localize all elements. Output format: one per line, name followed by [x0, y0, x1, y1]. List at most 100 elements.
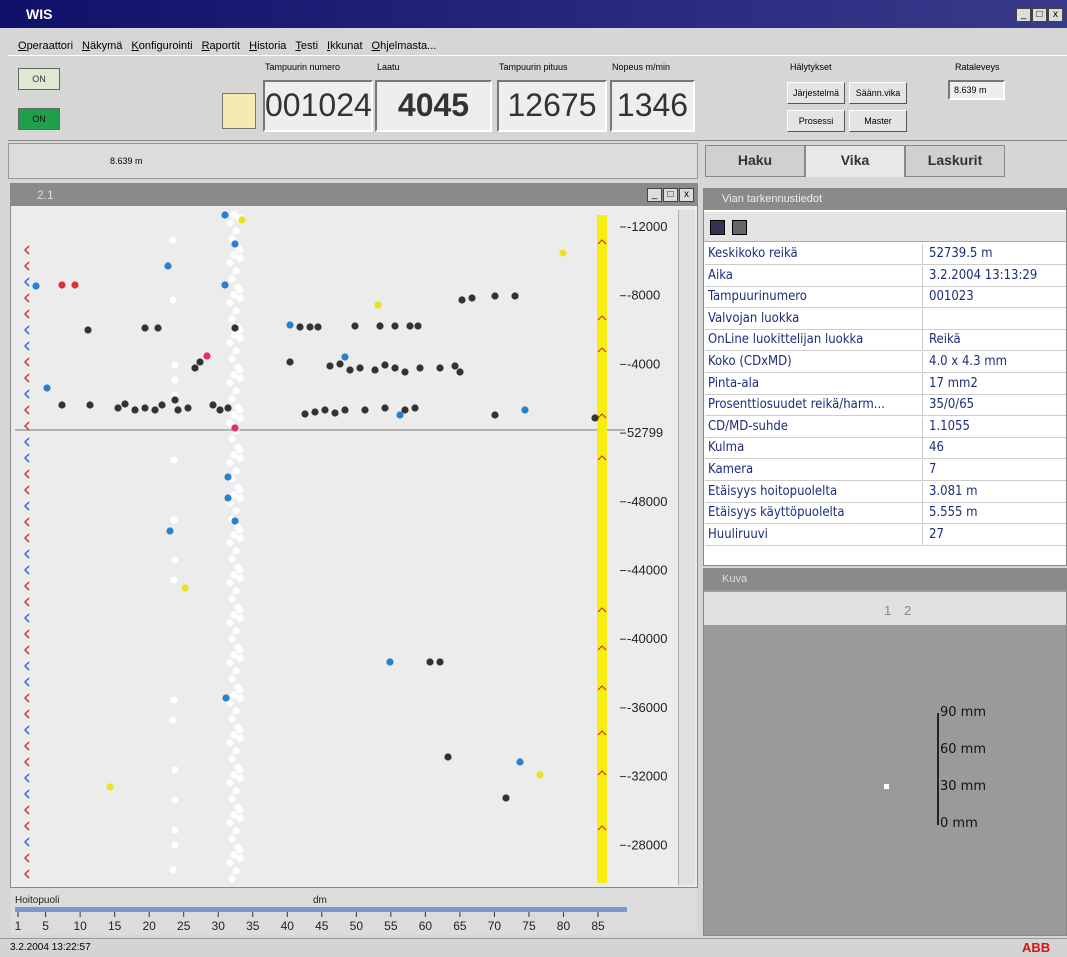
tab[interactable]: Laskurit [905, 145, 1005, 177]
defect [141, 404, 148, 411]
detail-value: 1.1055 [923, 417, 1066, 438]
window-button[interactable]: □ [1032, 8, 1047, 22]
defect [232, 227, 239, 234]
defect [444, 753, 451, 760]
detail-key: Keskikoko reikä [705, 244, 923, 265]
open-icon [222, 93, 256, 129]
field-label: Nopeus m/min [612, 62, 670, 72]
defect [226, 619, 233, 626]
x-tick-label: 70 [488, 919, 502, 933]
defect [232, 747, 239, 754]
defect [511, 292, 518, 299]
defect [209, 401, 216, 408]
yellow-strip [597, 215, 607, 883]
tab[interactable]: Vika [805, 145, 905, 177]
defect [226, 819, 233, 826]
defect [170, 516, 177, 523]
defect [171, 361, 178, 368]
scale-bar [937, 713, 939, 825]
print-icon[interactable] [732, 220, 747, 235]
tab[interactable]: Haku [705, 145, 805, 177]
defect [376, 322, 383, 329]
defect [224, 494, 231, 501]
y-tick-label: -4000 [627, 356, 660, 371]
detail-value [923, 309, 1066, 330]
defect [536, 771, 543, 778]
x-tick-label: 20 [143, 919, 157, 933]
detail-key: Aika [705, 266, 923, 287]
defect [391, 322, 398, 329]
detail-value: 001023 [923, 287, 1066, 308]
zoom-button[interactable]: 2 [904, 603, 911, 618]
scale-label: 60 mm [940, 742, 986, 757]
defect [228, 715, 235, 722]
zoom-button[interactable]: 1 [884, 603, 891, 618]
defect [121, 400, 128, 407]
alarm-button[interactable]: Säänn.vika [849, 82, 907, 104]
defect [236, 726, 243, 733]
defect [226, 459, 233, 466]
defect [232, 467, 239, 474]
defect [232, 707, 239, 714]
defect [356, 364, 363, 371]
defect [236, 766, 243, 773]
detail-value: 5.555 m [923, 503, 1066, 524]
defect [236, 366, 243, 373]
defect [416, 364, 423, 371]
defect [236, 334, 243, 341]
field-label: Tampuurin pituus [499, 62, 568, 72]
defect [231, 517, 238, 524]
defect [226, 539, 233, 546]
defect [346, 366, 353, 373]
detail-value: 7 [923, 460, 1066, 481]
defect [451, 362, 458, 369]
defect [236, 286, 243, 293]
defect [170, 576, 177, 583]
defect [306, 323, 313, 330]
plot-area [15, 210, 625, 885]
window-button[interactable]: _ [1016, 8, 1031, 22]
defect [236, 406, 243, 413]
alarm-button[interactable]: Järjestelmä [787, 82, 845, 104]
defect [391, 364, 398, 371]
defect [216, 406, 223, 413]
y-tick-label: -36000 [627, 700, 667, 715]
defect-thumb [884, 784, 889, 789]
defect [131, 406, 138, 413]
defect [236, 254, 243, 261]
defect [502, 794, 509, 801]
defect [169, 296, 176, 303]
x-ruler [15, 907, 627, 912]
alarm-button[interactable]: Prosessi [787, 110, 845, 132]
defect [184, 404, 191, 411]
defect [221, 211, 228, 218]
alarm-button[interactable]: Master [849, 110, 907, 132]
window-button[interactable]: x [1048, 8, 1063, 22]
defect [314, 323, 321, 330]
defect [236, 734, 243, 741]
status-button[interactable]: ON [18, 108, 60, 130]
defect [286, 321, 293, 328]
scale-label: 30 mm [940, 779, 986, 794]
defect [336, 360, 343, 367]
detail-key: Kamera [705, 460, 923, 481]
defect [231, 240, 238, 247]
defect [86, 401, 93, 408]
status-button[interactable]: ON [18, 68, 60, 90]
width-bar-value: 8.639 m [110, 156, 143, 166]
defect [171, 826, 178, 833]
defect [341, 406, 348, 413]
field-value: 4045 [375, 80, 492, 132]
defect [151, 406, 158, 413]
defect [236, 814, 243, 821]
defect [228, 315, 235, 322]
save-icon[interactable] [710, 220, 725, 235]
defect [381, 404, 388, 411]
defect [232, 507, 239, 514]
field-label: Tampuurin numero [265, 62, 340, 72]
status-time: 3.2.2004 13:22:57 [10, 942, 91, 953]
defect [456, 368, 463, 375]
x-tick-label: 25 [177, 919, 191, 933]
detail-value: 52739.5 m [923, 244, 1066, 265]
defect [158, 401, 165, 408]
